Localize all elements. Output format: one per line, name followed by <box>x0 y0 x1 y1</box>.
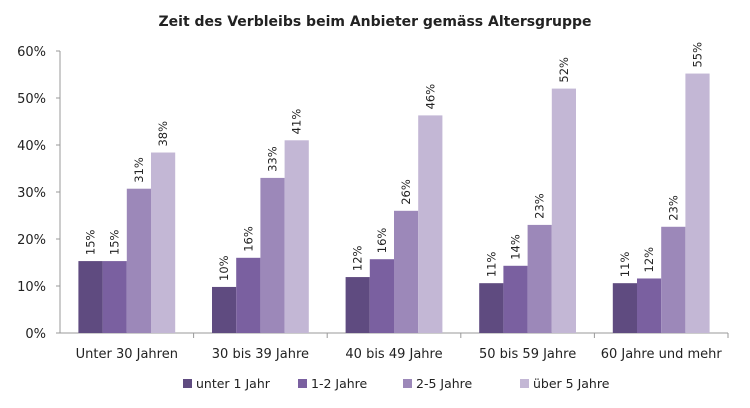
bar <box>637 278 662 333</box>
data-label: 26% <box>399 179 413 205</box>
bar <box>151 152 176 333</box>
axes: 0% 10% 20% 30% 40% 50% 60% Unter 30 Jahren 30 bi… <box>17 45 729 362</box>
data-label: 12% <box>351 245 365 271</box>
data-label: 11% <box>618 252 632 278</box>
bar <box>661 226 686 333</box>
legend: unter 1 Jahr 1-2 Jahre 2-5 Jahre über 5 Jah… <box>183 376 610 391</box>
y-tick-label: 40% <box>17 139 46 154</box>
data-label: 23% <box>533 193 547 219</box>
bar <box>503 265 528 333</box>
legend-label: 1-2 Jahre <box>311 376 368 391</box>
legend-swatch <box>183 379 192 388</box>
bar <box>479 283 504 333</box>
data-label: 33% <box>266 146 280 172</box>
legend-swatch <box>520 379 529 388</box>
bar <box>260 177 285 333</box>
x-tick-label: Unter 30 Jahren <box>76 347 178 362</box>
bar <box>527 224 552 333</box>
bar <box>612 283 637 333</box>
y-tick-label: 50% <box>17 92 46 107</box>
y-tick-label: 20% <box>17 233 46 248</box>
data-label: 55% <box>691 42 705 68</box>
data-label: 38% <box>156 121 170 147</box>
x-tick-label: 50 bis 59 Jahre <box>479 347 576 362</box>
legend-label: 2-5 Jahre <box>416 376 473 391</box>
y-tick-label: 0% <box>25 327 46 342</box>
bar <box>685 73 710 333</box>
bar <box>78 261 103 333</box>
data-label: 14% <box>509 234 523 260</box>
data-label: 23% <box>666 195 680 221</box>
data-label: 11% <box>484 252 498 278</box>
bar <box>284 140 309 333</box>
chart-title: Zeit des Verbleibs beim Anbieter gemäss … <box>159 14 592 30</box>
bar <box>345 277 370 333</box>
bar <box>126 188 151 333</box>
bar <box>551 88 576 333</box>
bar <box>102 261 127 333</box>
bar <box>212 286 237 333</box>
data-label: 12% <box>642 247 656 273</box>
legend-label: unter 1 Jahr <box>196 376 271 391</box>
data-label: 31% <box>132 157 146 183</box>
legend-swatch <box>403 379 412 388</box>
data-label: 46% <box>423 84 437 110</box>
data-label: 41% <box>290 109 304 135</box>
bar <box>369 259 394 333</box>
bar <box>394 210 419 333</box>
y-tick-label: 10% <box>17 280 46 295</box>
x-tick-label: 60 Jahre und mehr <box>601 347 723 362</box>
bars <box>78 73 710 333</box>
x-tick-label: 40 bis 49 Jahre <box>345 347 442 362</box>
data-label: 16% <box>241 226 255 252</box>
legend-label: über 5 Jahre <box>533 376 610 391</box>
legend-swatch <box>298 379 307 388</box>
bar <box>236 257 261 333</box>
data-labels: 15% 15% 31% 38% 10% 16% 33% 41% 12% 16% 26% 46% 11% 1… <box>84 42 705 281</box>
bar <box>418 115 443 333</box>
x-tick-label: 30 bis 39 Jahre <box>212 347 309 362</box>
data-label: 15% <box>84 229 98 255</box>
data-label: 15% <box>108 229 122 255</box>
data-label: 52% <box>557 57 571 83</box>
data-label: 10% <box>217 255 231 281</box>
y-tick-label: 30% <box>17 186 46 201</box>
data-label: 16% <box>375 228 389 254</box>
y-tick-label: 60% <box>17 45 46 60</box>
